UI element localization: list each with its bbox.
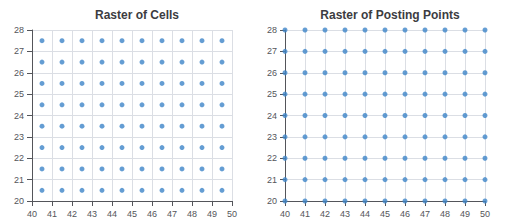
svg-text:24: 24 [14,111,24,121]
svg-text:26: 26 [267,68,277,78]
svg-text:48: 48 [440,209,450,219]
svg-text:42: 42 [67,209,77,219]
svg-text:45: 45 [380,209,390,219]
svg-text:50: 50 [480,209,490,219]
svg-text:Raster of Posting Points: Raster of Posting Points [320,8,460,22]
svg-text:22: 22 [14,153,24,163]
svg-text:50: 50 [227,209,237,219]
svg-text:44: 44 [360,209,370,219]
svg-text:43: 43 [87,209,97,219]
svg-text:46: 46 [400,209,410,219]
svg-text:40: 40 [27,209,37,219]
svg-text:45: 45 [127,209,137,219]
svg-text:47: 47 [420,209,430,219]
svg-text:23: 23 [267,132,277,142]
svg-text:49: 49 [460,209,470,219]
svg-text:41: 41 [47,209,57,219]
svg-text:44: 44 [107,209,117,219]
svg-text:41: 41 [300,209,310,219]
svg-text:40: 40 [280,209,290,219]
svg-text:21: 21 [14,175,24,185]
svg-text:24: 24 [267,111,277,121]
svg-text:43: 43 [340,209,350,219]
svg-text:20: 20 [267,196,277,206]
svg-text:25: 25 [267,89,277,99]
svg-text:46: 46 [147,209,157,219]
svg-text:49: 49 [207,209,217,219]
svg-text:48: 48 [187,209,197,219]
svg-text:28: 28 [14,25,24,35]
svg-text:22: 22 [267,153,277,163]
svg-text:23: 23 [14,132,24,142]
svg-text:27: 27 [267,46,277,56]
svg-text:21: 21 [267,175,277,185]
svg-text:20: 20 [14,196,24,206]
svg-text:26: 26 [14,68,24,78]
svg-text:25: 25 [14,89,24,99]
svg-text:Raster of Cells: Raster of Cells [95,8,179,22]
svg-text:42: 42 [320,209,330,219]
svg-text:27: 27 [14,46,24,56]
svg-text:47: 47 [167,209,177,219]
svg-text:28: 28 [267,25,277,35]
